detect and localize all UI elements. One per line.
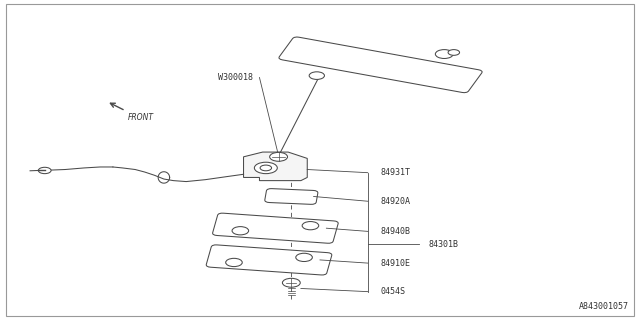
Circle shape (232, 227, 248, 235)
FancyBboxPatch shape (212, 213, 338, 243)
Circle shape (309, 72, 324, 79)
Circle shape (269, 152, 287, 161)
Circle shape (302, 221, 319, 230)
FancyBboxPatch shape (279, 37, 482, 93)
Text: 84920A: 84920A (381, 197, 410, 206)
Circle shape (254, 162, 277, 174)
Text: 84910E: 84910E (381, 259, 410, 268)
FancyBboxPatch shape (265, 188, 318, 204)
Polygon shape (244, 152, 307, 180)
Circle shape (38, 167, 51, 174)
Text: 0454S: 0454S (381, 287, 406, 296)
Circle shape (435, 50, 453, 59)
Text: A843001057: A843001057 (579, 302, 629, 311)
Circle shape (296, 253, 312, 261)
FancyBboxPatch shape (206, 245, 332, 275)
Circle shape (282, 278, 300, 287)
Circle shape (260, 165, 271, 171)
Text: 84931T: 84931T (381, 168, 410, 177)
Text: FRONT: FRONT (127, 113, 154, 122)
Circle shape (448, 50, 460, 55)
Text: 84940B: 84940B (381, 227, 410, 236)
Circle shape (226, 258, 243, 267)
Text: W300018: W300018 (218, 73, 253, 82)
Text: 84301B: 84301B (428, 240, 458, 249)
